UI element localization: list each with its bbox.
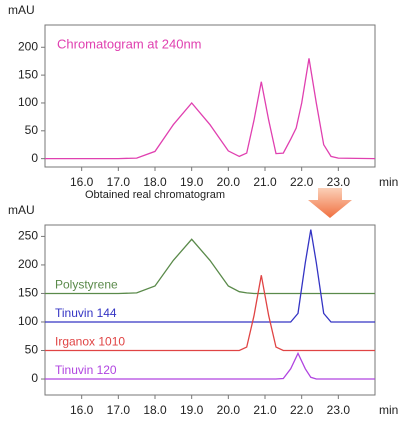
x-axis-label: min: [379, 403, 398, 417]
y-axis-label: mAU: [8, 3, 35, 17]
x-tick-label: 20.0: [217, 403, 241, 417]
series-label: Polystyrene: [55, 278, 118, 292]
y-tick-label: 100: [18, 95, 38, 109]
line: [45, 275, 375, 352]
x-tick-label: 21.0: [253, 175, 277, 189]
x-tick-label: 16.0: [70, 175, 94, 189]
x-tick-label: 17.0: [107, 403, 131, 417]
y-axis-label: mAU: [8, 203, 35, 217]
line: [45, 351, 375, 380]
y-tick-label: 150: [18, 67, 38, 81]
chart-title: Chromatogram at 240nm: [57, 36, 202, 51]
y-tick-label: 200: [18, 39, 38, 53]
series-label: Tinuvin 120: [55, 363, 117, 377]
y-tick-label: 250: [18, 229, 38, 243]
y-tick-label: 0: [31, 371, 38, 385]
plot-frame: [44, 224, 376, 396]
line: [45, 229, 375, 323]
series-label: Irganox 1010: [55, 335, 125, 349]
chart-title: Obtained real chromatogram: [85, 189, 225, 201]
x-tick-label: 19.0: [180, 175, 204, 189]
x-tick-label: 22.0: [290, 175, 314, 189]
x-tick-label: 23.0: [327, 175, 351, 189]
series-label: Tinuvin 144: [55, 306, 117, 320]
arrow: [308, 188, 352, 218]
x-tick-label: 22.0: [290, 403, 314, 417]
x-tick-label: 16.0: [70, 403, 94, 417]
y-tick-label: 100: [18, 314, 38, 328]
x-tick-label: 21.0: [253, 403, 277, 417]
x-tick-label: 23.0: [327, 403, 351, 417]
y-tick-label: 200: [18, 257, 38, 271]
x-tick-label: 19.0: [180, 403, 204, 417]
x-tick-label: 20.0: [217, 175, 241, 189]
x-axis-label: min: [379, 175, 398, 189]
x-tick-label: 18.0: [143, 175, 167, 189]
plot-frame: [44, 24, 376, 168]
y-tick-label: 150: [18, 286, 38, 300]
y-tick-label: 0: [31, 151, 38, 165]
y-tick-label: 50: [25, 123, 39, 137]
x-tick-label: 18.0: [143, 403, 167, 417]
line: [45, 58, 376, 160]
x-tick-label: 17.0: [107, 175, 131, 189]
line: [45, 238, 375, 295]
y-tick-label: 50: [25, 343, 39, 357]
